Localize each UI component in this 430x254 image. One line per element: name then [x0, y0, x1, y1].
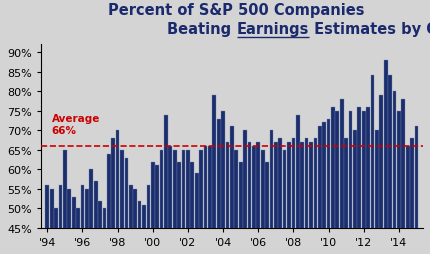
- Bar: [133, 189, 137, 254]
- Bar: [212, 96, 216, 254]
- Bar: [309, 142, 313, 254]
- Bar: [239, 162, 243, 254]
- Bar: [406, 146, 409, 254]
- Bar: [173, 150, 177, 254]
- Bar: [270, 131, 273, 254]
- Bar: [94, 181, 98, 254]
- Bar: [50, 189, 54, 254]
- Bar: [230, 127, 234, 254]
- Bar: [379, 96, 383, 254]
- Bar: [305, 138, 308, 254]
- Bar: [256, 142, 260, 254]
- Bar: [353, 131, 357, 254]
- Bar: [116, 131, 120, 254]
- Bar: [177, 162, 181, 254]
- Bar: [393, 92, 396, 254]
- Bar: [107, 154, 111, 254]
- Bar: [335, 111, 339, 254]
- Bar: [190, 162, 194, 254]
- Bar: [234, 150, 238, 254]
- Bar: [160, 150, 163, 254]
- Bar: [46, 185, 49, 254]
- Bar: [265, 162, 269, 254]
- Bar: [204, 146, 207, 254]
- Bar: [186, 150, 190, 254]
- Bar: [318, 127, 322, 254]
- Bar: [85, 189, 89, 254]
- Bar: [274, 142, 278, 254]
- Bar: [278, 138, 282, 254]
- Bar: [129, 185, 133, 254]
- Bar: [397, 111, 401, 254]
- Bar: [169, 146, 172, 254]
- Bar: [296, 115, 300, 254]
- Bar: [63, 150, 67, 254]
- Bar: [287, 142, 291, 254]
- Bar: [357, 107, 361, 254]
- Bar: [300, 142, 304, 254]
- Bar: [322, 123, 326, 254]
- Bar: [142, 205, 146, 254]
- Bar: [68, 189, 71, 254]
- Bar: [147, 185, 150, 254]
- Bar: [58, 185, 62, 254]
- Bar: [252, 146, 256, 254]
- Bar: [72, 197, 76, 254]
- Bar: [313, 138, 317, 254]
- Bar: [362, 111, 366, 254]
- Text: Earnings: Earnings: [237, 22, 309, 37]
- Bar: [331, 107, 335, 254]
- Bar: [375, 131, 379, 254]
- Text: Estimates by Quarter: Estimates by Quarter: [309, 22, 430, 37]
- Bar: [327, 119, 330, 254]
- Bar: [388, 76, 392, 254]
- Bar: [195, 173, 199, 254]
- Bar: [226, 142, 229, 254]
- Bar: [103, 209, 106, 254]
- Bar: [366, 107, 370, 254]
- Text: Percent of S&P 500 Companies: Percent of S&P 500 Companies: [108, 3, 365, 18]
- Bar: [155, 166, 159, 254]
- Bar: [98, 201, 102, 254]
- Bar: [151, 162, 155, 254]
- Bar: [208, 146, 212, 254]
- Text: Average
66%: Average 66%: [52, 114, 100, 135]
- Bar: [349, 111, 353, 254]
- Bar: [182, 150, 185, 254]
- Text: Beating: Beating: [167, 22, 237, 37]
- Bar: [164, 115, 168, 254]
- Bar: [248, 142, 252, 254]
- Bar: [138, 201, 141, 254]
- Bar: [292, 138, 295, 254]
- Bar: [120, 150, 124, 254]
- Bar: [89, 170, 93, 254]
- Bar: [76, 209, 80, 254]
- Bar: [340, 100, 344, 254]
- Bar: [384, 61, 387, 254]
- Bar: [410, 138, 414, 254]
- Bar: [199, 150, 203, 254]
- Bar: [344, 138, 348, 254]
- Bar: [111, 138, 115, 254]
- Bar: [283, 150, 286, 254]
- Bar: [371, 76, 375, 254]
- Bar: [221, 111, 225, 254]
- Bar: [243, 131, 247, 254]
- Bar: [402, 100, 405, 254]
- Bar: [415, 127, 418, 254]
- Bar: [261, 150, 264, 254]
- Bar: [125, 158, 128, 254]
- Bar: [54, 209, 58, 254]
- Bar: [80, 185, 84, 254]
- Bar: [217, 119, 221, 254]
